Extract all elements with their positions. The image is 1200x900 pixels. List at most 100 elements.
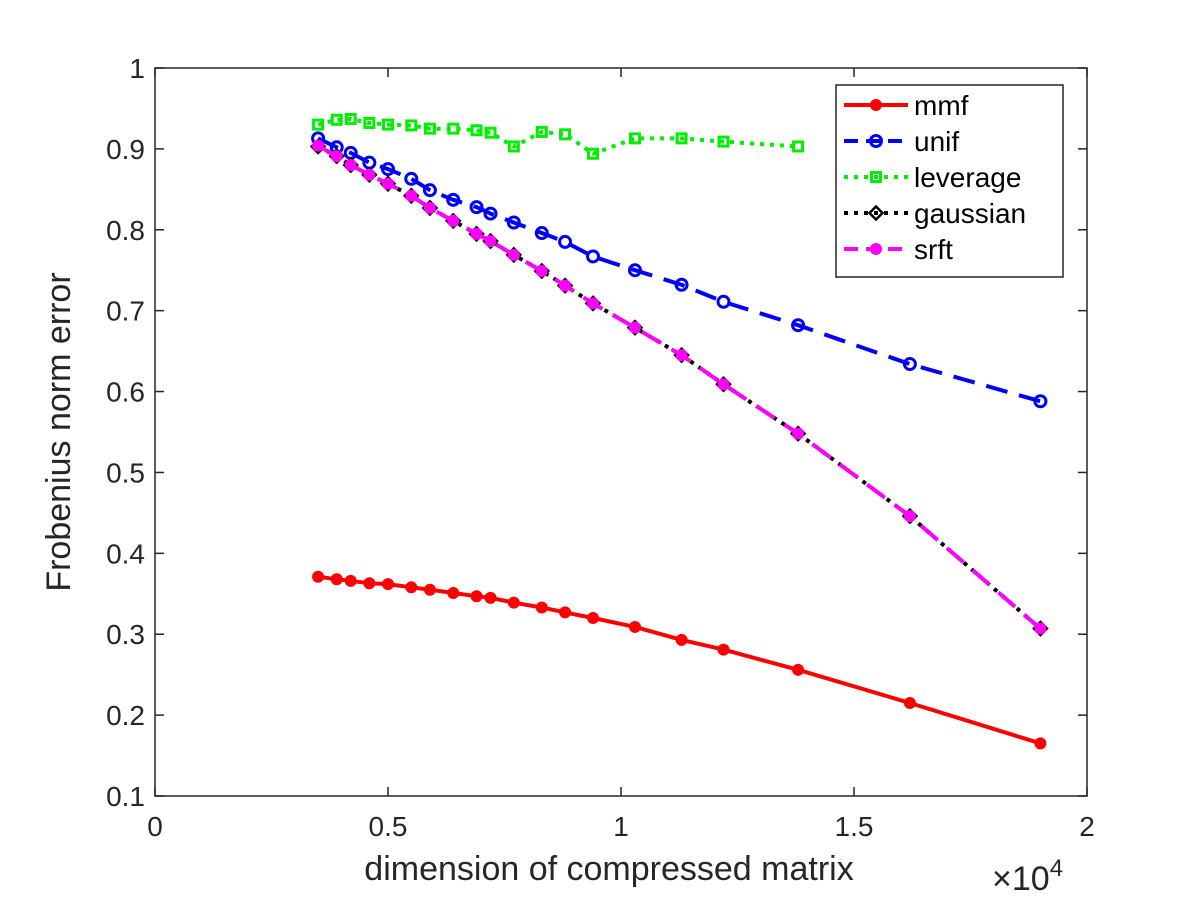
data-point-leverage (559, 128, 572, 141)
data-point-srft (405, 189, 418, 202)
legend-label: unif (914, 126, 959, 157)
y-tick-label: 0.2 (106, 700, 145, 731)
data-point-unif (674, 277, 689, 292)
data-point-mmf (903, 696, 916, 709)
data-point-leverage (587, 147, 600, 160)
data-point-mmf (470, 590, 483, 603)
data-point-mmf (792, 663, 805, 676)
data-point-leverage (535, 125, 548, 138)
data-point-mmf (405, 581, 418, 594)
y-tick-label: 0.3 (106, 619, 145, 650)
data-point-mmf (559, 606, 572, 619)
data-point-mmf (423, 583, 436, 596)
data-point-srft (363, 168, 376, 181)
data-point-mmf (330, 573, 343, 586)
x-axis-exponent-base: ×10 (992, 860, 1050, 898)
x-tick-label: 0.5 (369, 811, 408, 842)
x-tick-label: 0 (147, 811, 163, 842)
legend-marker (870, 171, 882, 183)
legend-item-gaussian: gaussian (844, 198, 1026, 229)
data-point-unif (381, 162, 395, 177)
data-point-leverage (344, 112, 357, 125)
series-leverage (312, 112, 805, 160)
y-tick-label: 0.7 (106, 296, 145, 327)
data-point-leverage (447, 122, 460, 135)
y-axis-label: Frobenius norm error (40, 272, 78, 591)
series-layer (309, 112, 1049, 750)
legend-marker (870, 99, 882, 111)
data-point-srft (447, 214, 460, 227)
legend-label: mmf (914, 90, 969, 121)
data-point-mmf (363, 577, 376, 590)
series-srft (312, 139, 1047, 635)
data-point-unif (1033, 394, 1048, 409)
data-point-srft (507, 248, 520, 261)
data-point-mmf (675, 633, 688, 646)
legend-item-mmf: mmf (844, 90, 969, 121)
data-point-unif (791, 318, 806, 333)
data-point-srft (717, 378, 730, 391)
x-axis-exponent: ×104 (992, 855, 1063, 898)
data-point-srft (675, 349, 688, 362)
legend-label: srft (914, 234, 953, 265)
x-axis-label: dimension of compressed matrix (364, 850, 853, 888)
legend: mmf unif leverage gaussian srft (835, 84, 1064, 278)
data-point-unif (716, 294, 731, 309)
data-point-mmf (587, 612, 600, 625)
data-point-mmf (535, 601, 548, 614)
data-point-mmf (344, 574, 357, 587)
data-point-srft (312, 139, 325, 152)
data-point-mmf (382, 578, 394, 591)
data-point-unif (404, 171, 419, 186)
data-point-mmf (507, 596, 520, 609)
y-tick-label: 0.4 (106, 538, 145, 569)
x-tick-label: 2 (1079, 811, 1095, 842)
data-point-unif (422, 183, 437, 198)
x-axis-exponent-power: 4 (1050, 855, 1063, 882)
data-point-leverage (312, 118, 325, 131)
data-point-unif (902, 357, 917, 372)
data-point-unif (586, 249, 601, 264)
data-point-srft (330, 150, 343, 163)
series-line-srft (317, 143, 1042, 631)
data-point-srft (423, 201, 436, 214)
data-point-leverage (423, 122, 436, 135)
y-tick-label: 0.6 (106, 377, 145, 408)
data-point-srft (587, 297, 600, 310)
data-point-srft (470, 227, 483, 240)
data-point-leverage (330, 113, 343, 126)
x-tick-label: 1 (613, 811, 629, 842)
data-point-mmf (447, 586, 460, 599)
legend-label: gaussian (914, 198, 1026, 229)
data-point-mmf (484, 591, 497, 604)
data-point-unif (558, 234, 573, 249)
data-point-srft (484, 235, 497, 248)
data-point-mmf (1034, 737, 1047, 750)
data-point-srft (344, 159, 357, 172)
y-tick-label: 0.8 (106, 215, 145, 246)
data-point-mmf (717, 643, 730, 656)
legend-item-srft: srft (844, 234, 953, 265)
data-point-unif (627, 263, 642, 278)
legend-marker (870, 243, 882, 255)
data-point-srft (628, 321, 641, 334)
data-point-srft (903, 510, 916, 523)
data-point-leverage (675, 132, 688, 145)
data-point-leverage (507, 140, 520, 153)
data-point-srft (559, 279, 572, 292)
legend-item-leverage: leverage (844, 162, 1021, 193)
data-point-leverage (382, 118, 394, 131)
legend-marker (869, 134, 883, 148)
data-point-unif (483, 206, 498, 221)
data-point-leverage (363, 117, 376, 130)
data-point-leverage (792, 140, 805, 153)
legend-item-unif: unif (844, 126, 959, 157)
data-point-unif (534, 226, 549, 241)
data-point-unif (506, 215, 521, 230)
y-tick-label: 1 (129, 53, 145, 84)
data-point-srft (1034, 622, 1047, 635)
x-tick-label: 1.5 (835, 811, 874, 842)
data-point-leverage (484, 126, 497, 139)
data-point-unif (446, 192, 461, 207)
